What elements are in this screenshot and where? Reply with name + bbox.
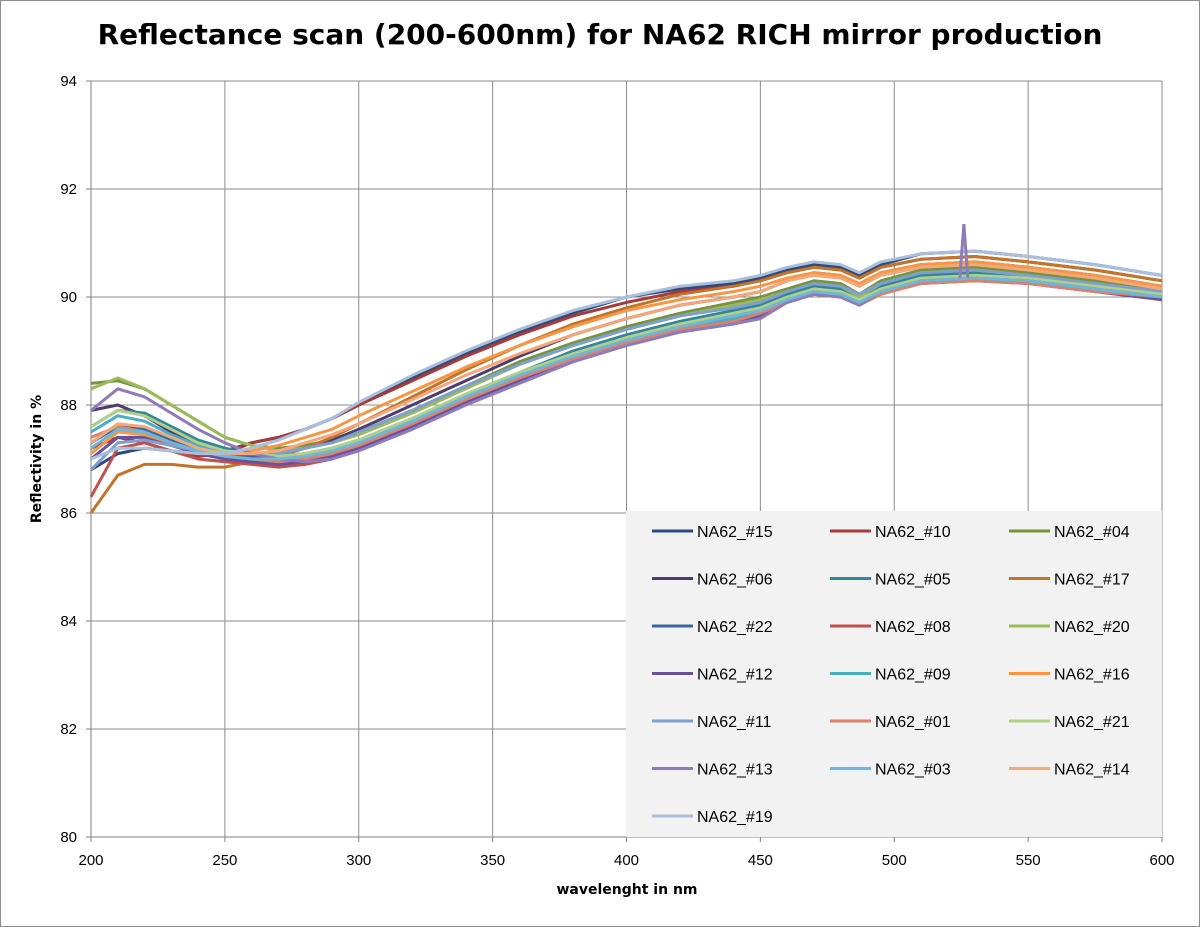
legend-label: NA62_#05	[875, 572, 951, 589]
x-tick-label: 250	[212, 852, 237, 869]
legend-label: NA62_#12	[697, 667, 773, 684]
series-spike	[958, 223, 970, 279]
x-tick-label: 200	[78, 852, 103, 869]
legend-label: NA62_#17	[1054, 572, 1130, 589]
legend-label: NA62_#20	[1054, 619, 1130, 636]
legend-label: NA62_#10	[875, 524, 951, 541]
y-tick-label: 88	[60, 397, 77, 414]
legend-box	[626, 511, 1162, 837]
legend-label: NA62_#06	[697, 572, 773, 589]
x-tick-label: 300	[346, 852, 371, 869]
x-tick-label: 350	[480, 852, 505, 869]
legend-label: NA62_#14	[1054, 762, 1130, 779]
series-line-na62-17	[89, 255, 1163, 514]
legend-label: NA62_#21	[1054, 714, 1130, 731]
legend-label: NA62_#16	[1054, 667, 1130, 684]
legend-label: NA62_#11	[697, 714, 772, 731]
y-tick-label: 80	[60, 829, 77, 846]
legend-label: NA62_#03	[875, 762, 951, 779]
series-line-na62-05	[90, 271, 1163, 458]
legend-label: NA62_#01	[875, 714, 951, 731]
series-line-na62-14	[90, 263, 1163, 456]
legend-label: NA62_#13	[697, 762, 773, 779]
y-tick-label: 86	[60, 505, 77, 522]
y-tick-label: 92	[60, 181, 77, 198]
x-axis-label: wavelenght in nm	[556, 882, 698, 898]
y-tick-label: 90	[60, 289, 77, 306]
legend-label: NA62_#22	[697, 619, 773, 636]
legend-label: NA62_#09	[875, 667, 951, 684]
y-tick-label: 84	[60, 613, 77, 630]
legend-label: NA62_#15	[697, 524, 773, 541]
y-tick-label: 94	[60, 73, 77, 90]
series-line-na62-19	[90, 249, 1163, 461]
chart-title: Reflectance scan (200-600nm) for NA62 RI…	[97, 18, 1103, 51]
y-tick-label: 82	[60, 721, 77, 738]
x-tick-label: 550	[1016, 852, 1041, 869]
x-tick-label: 400	[614, 852, 639, 869]
x-tick-label: 500	[882, 852, 907, 869]
legend-label: NA62_#04	[1054, 524, 1130, 541]
legend-label: NA62_#08	[875, 619, 951, 636]
x-tick-label: 600	[1149, 852, 1174, 869]
legend-label: NA62_#19	[697, 809, 773, 826]
series-line-na62-21	[90, 273, 1163, 458]
x-tick-label: 450	[748, 852, 773, 869]
